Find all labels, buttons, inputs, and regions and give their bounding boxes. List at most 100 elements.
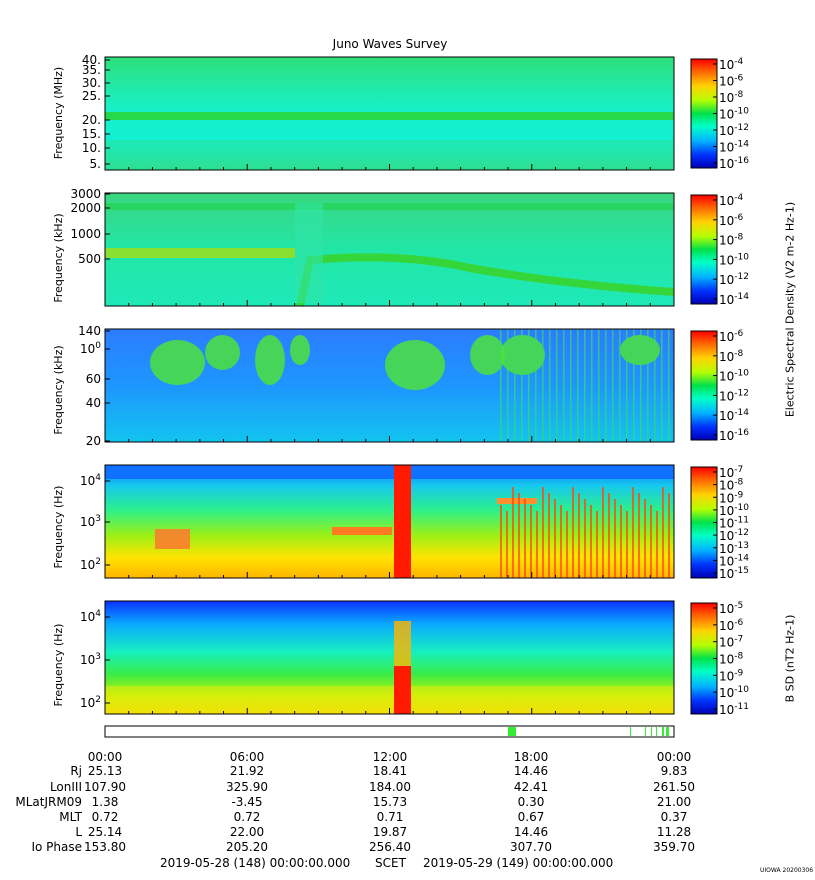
spike [647,329,649,442]
spike [578,493,580,578]
colorbar [690,58,718,169]
spike [566,511,568,578]
colorbar-tick-exponent: -13 [734,541,749,551]
burst-column [394,666,411,714]
ytick-label: 1000 [70,227,101,241]
colorbar-tick-label: 10-16 [719,428,749,443]
colorbar-tick-label: 10-7 [719,635,743,650]
emission-blob [205,335,240,370]
ephemeris-label: MLatJRM09 [15,795,82,809]
spike [524,499,526,578]
spike [506,511,508,578]
footer-start: 2019-05-28 (148) 00:00:00.000 [160,856,351,870]
colorbar-tick-label: 10-4 [719,57,744,72]
colorbar-tick-exponent: -10 [734,685,749,695]
spike [584,329,586,442]
colorbar-tick-label: 10-14 [719,408,749,423]
colorbar-tick-exponent: -8 [734,90,743,100]
ytick-label: 103 [80,514,101,529]
colorbar-tick-exponent: -14 [734,140,749,150]
colorbar-tick-exponent: -10 [734,107,749,117]
ytick-label: 30. [82,76,101,90]
ephemeris-label: Rj [70,764,82,778]
ytick-exponent: 0 [95,341,101,351]
colorbar-tick-exponent: -9 [734,668,743,678]
band-2mhz [105,203,674,210]
ephemeris-label: LonIII [49,780,82,794]
spike [530,505,532,578]
colorbar [690,602,718,715]
emission-blob [470,335,505,375]
ephemeris-value: 325.90 [226,780,268,794]
ytick-exponent: 2 [95,695,101,705]
spike [598,329,600,442]
colorbar-tick-exponent: -12 [734,528,749,538]
colorbar-tick-exponent: -8 [734,478,743,488]
spike [514,329,516,442]
band-580khz [105,248,295,258]
spike [640,329,642,442]
spike [563,329,565,442]
spike [507,329,509,442]
ephemeris-value: 307.70 [510,840,552,854]
ephemeris-value: 18.41 [372,764,408,778]
ephemeris-value: 14.46 [513,825,549,839]
ephemeris-value: 0.72 [91,810,119,824]
spike [528,329,530,442]
patch [155,529,190,549]
colorbar-tick-label: 10-6 [719,329,744,344]
ephemeris-value: 256.40 [369,840,411,854]
panel-hfr-high: 40.35.30.25. 20.15.10. 5. Frequency (MHz) 10… [52,53,749,171]
colorbar-tick-label: 10-5 [719,601,743,616]
colorbar-tick-label: 10-16 [719,156,749,171]
spike [654,329,656,442]
ytick-label: 500 [78,252,101,266]
ephemeris-value: 42.41 [513,780,549,794]
ytick-label: 104 [80,473,101,488]
ephemeris-value: 21.00 [656,795,692,809]
colorbar-tick-exponent: -14 [734,292,749,302]
colorbar-tick-label: 10-10 [719,369,749,384]
ephemeris-value: 0.72 [233,810,261,824]
spike [633,329,635,442]
colorbar-tick-label: 10-12 [719,272,749,287]
flag-mark [656,727,657,736]
spike [614,499,616,578]
spike [570,329,572,442]
ytick-label: 100 [80,341,101,356]
ytick-exponent: 2 [95,557,101,567]
flag-mark [630,727,631,736]
colorbar-tick-exponent: -10 [734,369,749,379]
spike [608,493,610,578]
time-tick-label: 06:00 [230,750,265,764]
spike [500,505,502,578]
ephemeris-value: 21.92 [229,764,265,778]
colorbar-tick-exponent: -6 [734,329,743,339]
colorbar-tick-exponent: -7 [734,465,743,475]
spike [619,329,621,442]
ytick-label: 140 [78,324,101,338]
colorbar-tick-exponent: -15 [734,566,749,576]
spike [668,329,670,442]
ytick-label: 25. [82,89,101,103]
ephemeris-value: 19.87 [372,825,408,839]
time-tick-label: 12:00 [373,750,408,764]
ytick-label: 20. [82,113,101,127]
ephemeris-label: Io Phase [31,840,82,854]
colorbar-tick-exponent: -8 [734,652,743,662]
colorbar-tick-label: 10-8 [719,90,744,105]
colorbar-tick-label: 10-6 [719,618,744,633]
band-21mhz [105,112,674,120]
colorbar-tick-exponent: -6 [734,74,743,84]
panel-lfr-high: 140 100 60 40 20 Frequency (kHz) 10-6 10-8 10-10… [52,324,749,448]
colorbar-tick-exponent: -6 [734,618,743,628]
ephemeris-value: 153.80 [84,840,126,854]
ylabel: Frequency (Hz) [52,624,65,707]
ephemeris-value: 15.73 [372,795,408,809]
spike [542,329,544,442]
colorbar-tick-exponent: -14 [734,553,749,563]
ytick-label: 102 [80,695,101,710]
ytick-exponent: 3 [95,652,101,662]
spike [591,329,593,442]
spike [542,487,544,578]
